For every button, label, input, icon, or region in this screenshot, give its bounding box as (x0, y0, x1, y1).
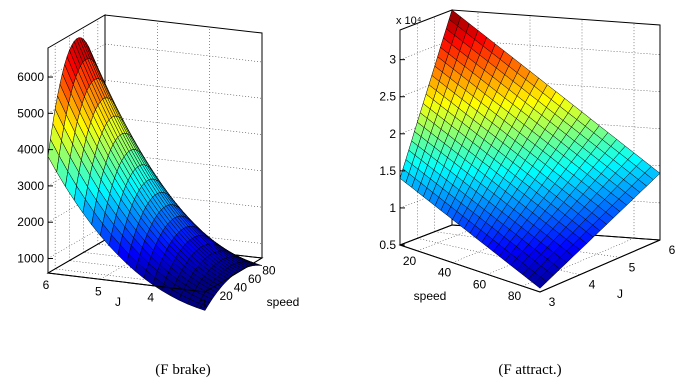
speed-grid-line (522, 237, 635, 287)
z-multiplier-label: x 10⁴ (396, 15, 422, 27)
box-edge (47, 272, 206, 293)
z-grid-line (47, 225, 106, 259)
z-tick-label: 3000 (17, 179, 44, 193)
speed-axis-label: speed (267, 295, 300, 309)
z-tick-label: 5000 (17, 106, 44, 120)
j-axis: 3 4 5 6 J (549, 243, 676, 309)
speed-tick-label: 60 (248, 272, 262, 286)
surface (399, 9, 661, 289)
speed-tick-label: 80 (262, 263, 276, 277)
z-grid-line (104, 43, 263, 63)
j-tick-label: 6 (43, 278, 50, 292)
box-edges (399, 239, 661, 293)
z-tick-label: 1 (389, 201, 396, 215)
j-axis: 3 4 5 6 J (43, 278, 207, 311)
z-tick-label: 2000 (17, 215, 44, 229)
speed-tick-label: 40 (234, 280, 248, 294)
z-tick-label: 2.5 (379, 90, 396, 104)
j-tick-label: 3 (200, 297, 207, 311)
j-tick-label: 5 (629, 260, 636, 274)
surface-cell (196, 302, 208, 311)
box-edge (399, 244, 541, 293)
speed-tick-label: 80 (508, 289, 522, 303)
box-edge (204, 257, 263, 293)
j-tick-label: 4 (589, 278, 596, 292)
z-tick-label: 1000 (17, 251, 44, 265)
box-edge (539, 239, 661, 293)
z-axis: 1000 2000 3000 4000 5000 6000 (17, 70, 53, 265)
j-grid-line (47, 239, 106, 274)
z-tick-label: 6000 (17, 70, 44, 84)
speed-axis-label: speed (414, 289, 447, 303)
j-tick-label: 4 (147, 291, 154, 305)
chart-f-attract: 0.5 1 1.5 2 2.5 3 x 10⁴ 20 40 60 80 speed 3 4 5 6 J (379, 9, 676, 309)
j-tick-label: 3 (549, 295, 556, 309)
z-grid-line (47, 43, 106, 78)
box-edges (47, 257, 263, 293)
z-tick-label: 0.5 (379, 238, 396, 252)
z-tick-label: 3 (389, 53, 396, 67)
j-tick-label: 5 (95, 284, 102, 298)
surface-cell (533, 276, 547, 289)
j-tick-label: 6 (669, 243, 676, 257)
j-axis-label: J (617, 287, 623, 301)
caption-f-brake: (F brake) (155, 362, 210, 378)
z-grid-line (399, 224, 453, 246)
surface (47, 37, 263, 311)
speed-tick-label: 40 (438, 266, 452, 280)
z-grid-line (399, 76, 453, 97)
z-axis: 0.5 1 1.5 2 2.5 3 x 10⁴ (379, 15, 421, 252)
z-tick-label: 1.5 (379, 164, 396, 178)
j-axis-label: J (115, 295, 121, 309)
z-tick-label: 2 (389, 127, 396, 141)
speed-axis: 20 40 60 80 speed (403, 254, 522, 303)
z-grid-line (399, 39, 453, 60)
z-tick-label: 4000 (17, 143, 44, 157)
speed-tick-label: 20 (403, 254, 417, 268)
speed-tick-label: 20 (219, 289, 233, 303)
caption-f-attract: (F attract.) (498, 362, 561, 378)
z-grid-line (104, 80, 263, 99)
speed-tick-label: 60 (473, 277, 487, 291)
